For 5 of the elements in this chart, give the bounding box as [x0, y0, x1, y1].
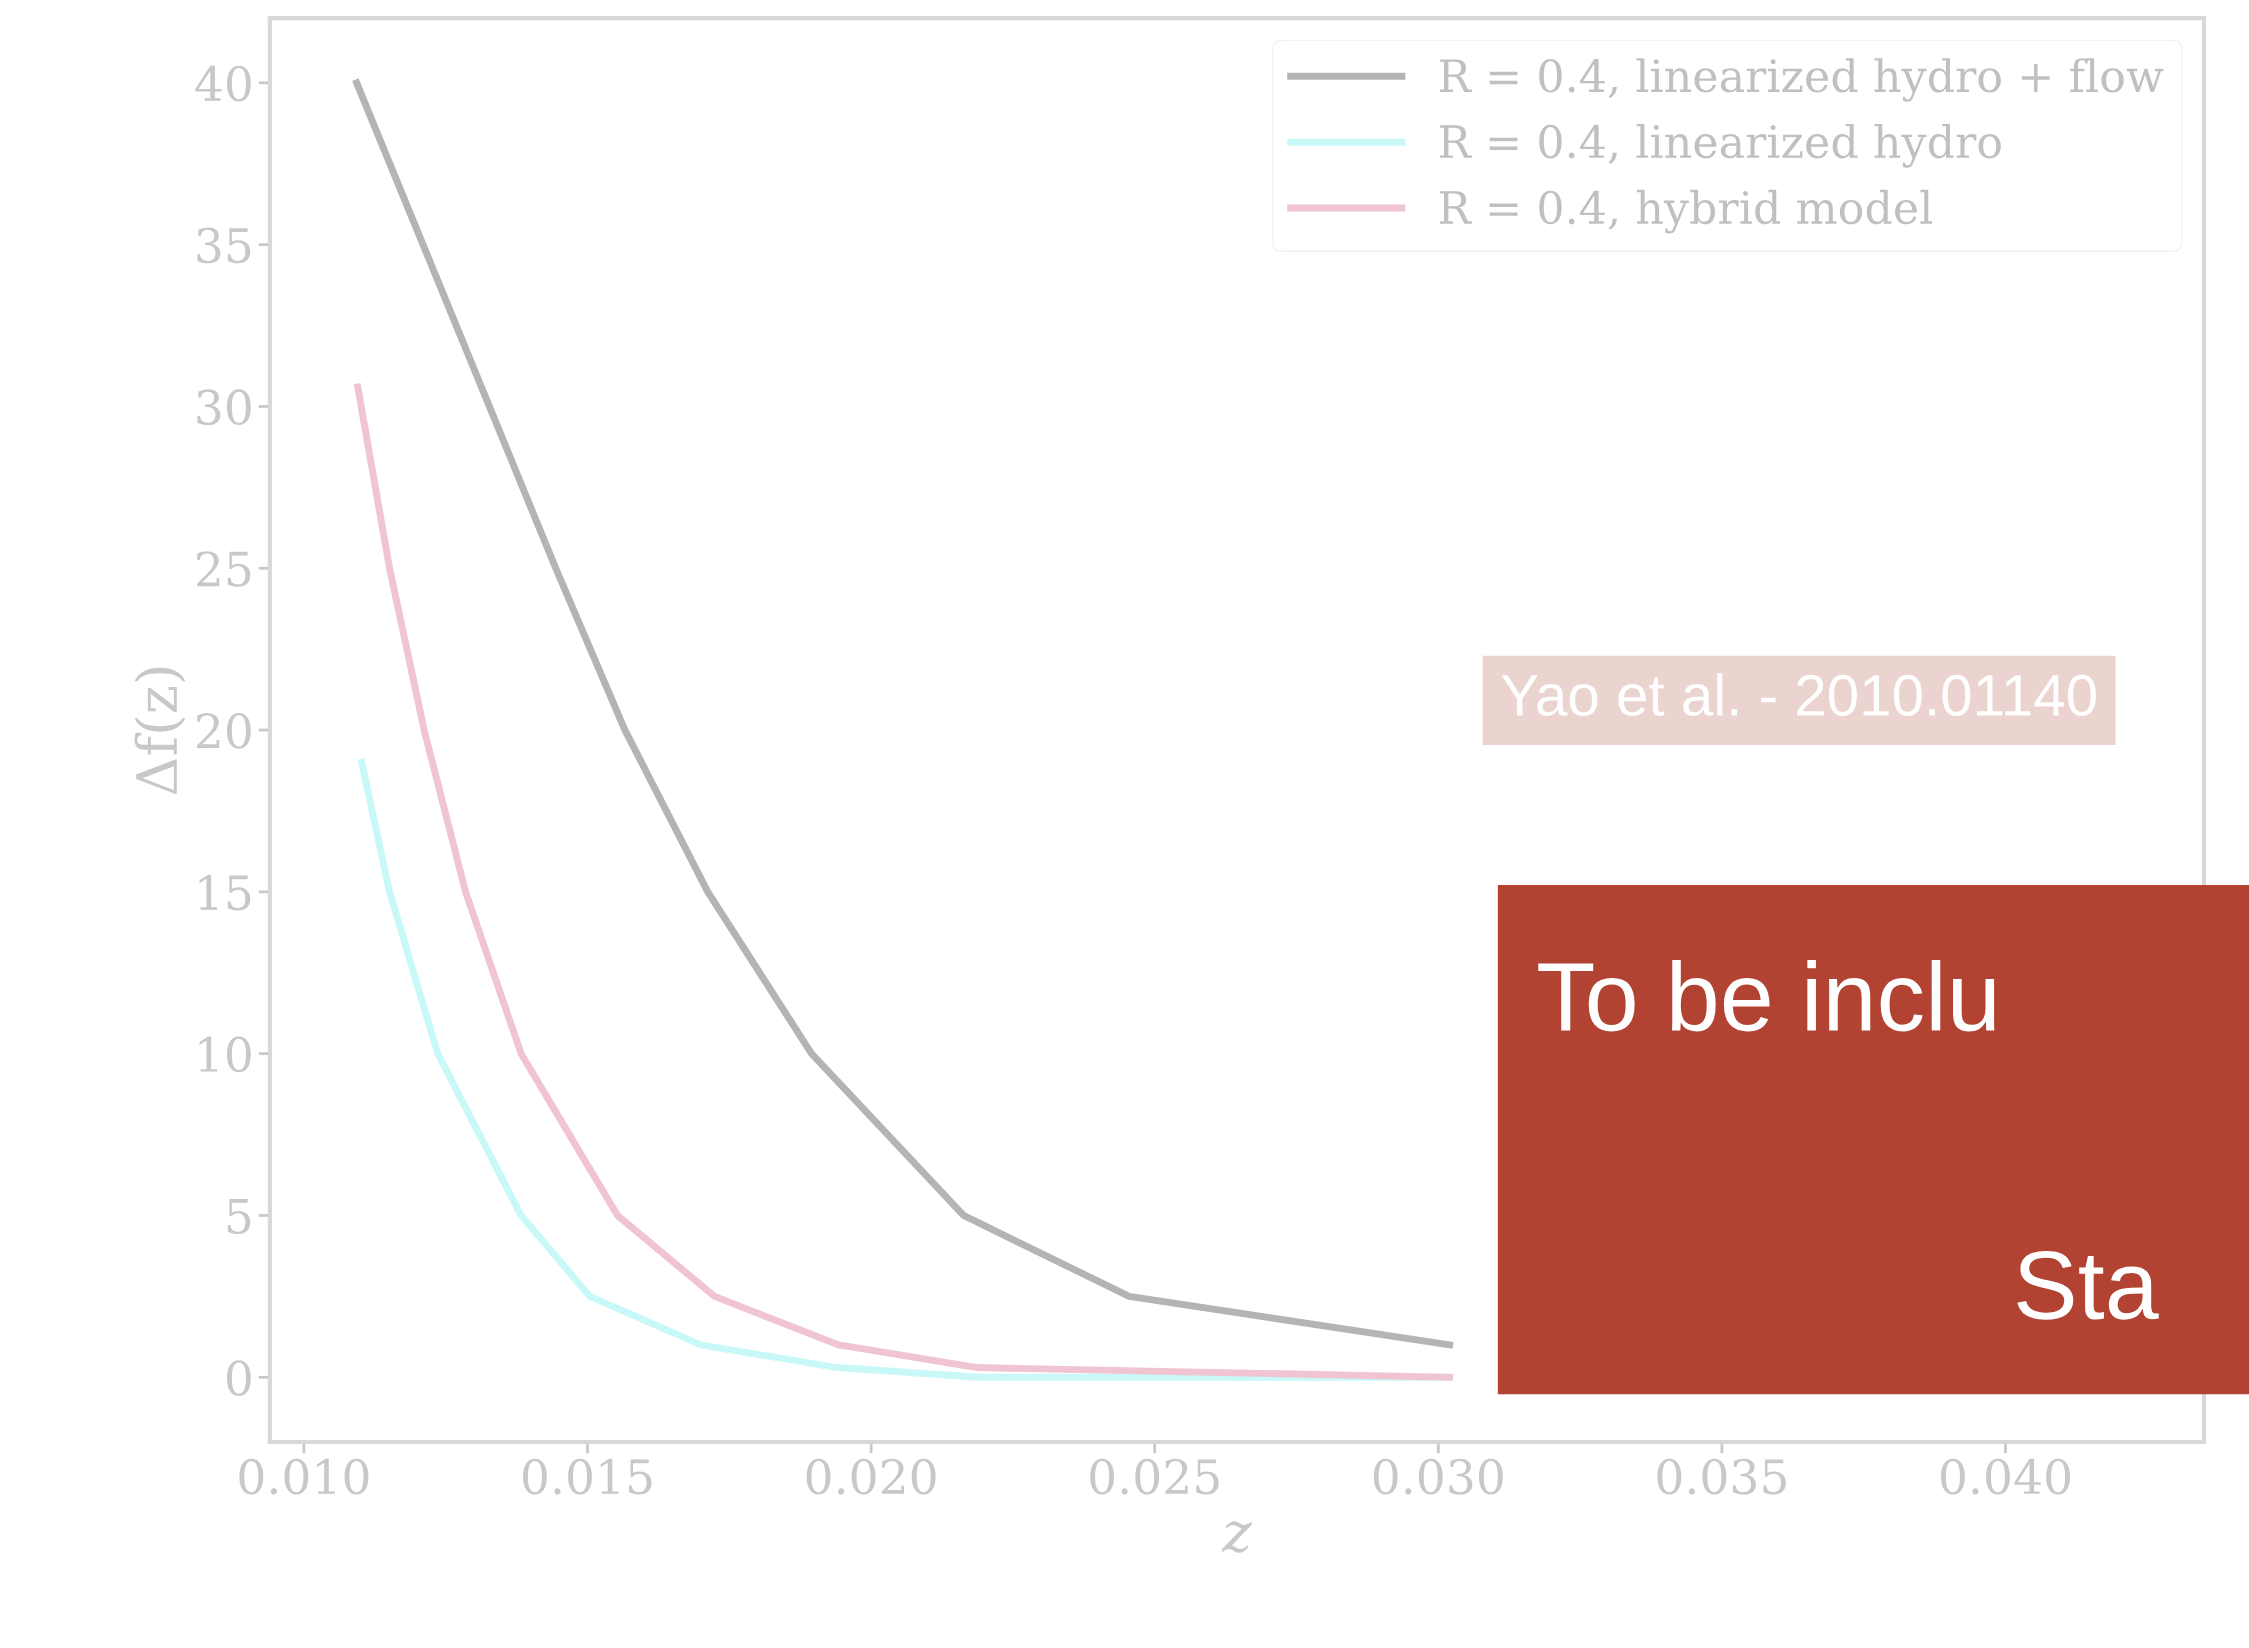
legend-label: R = 0.4, linearized hydro + flow [1439, 58, 2164, 102]
annotation: To be inclu [1538, 959, 1995, 1032]
legend-label: R = 0.4, linearized hydro [1439, 124, 2001, 168]
legend-label: R = 0.4, hybrid model [1439, 189, 1933, 234]
annotation: Sta [2017, 1250, 2159, 1320]
